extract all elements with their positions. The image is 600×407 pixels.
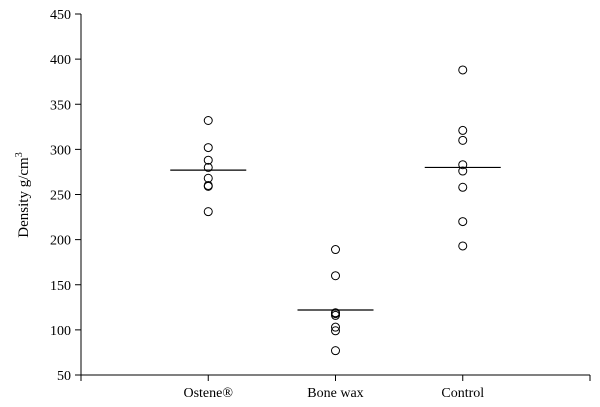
- data-point: [331, 322, 340, 332]
- data-point: [458, 135, 468, 145]
- mean-lines: [170, 166, 501, 311]
- x-axis-ticks: Ostene® Bone wax Control: [80, 375, 591, 401]
- y-tick-label: 400: [50, 53, 71, 68]
- y-tick-label: 100: [50, 324, 71, 339]
- data-point: [203, 181, 213, 191]
- data-point: [458, 65, 468, 75]
- y-tick-label: 350: [50, 98, 71, 113]
- data-point: [458, 125, 468, 135]
- x-tick-label: Ostene®: [183, 386, 233, 401]
- y-axis-ticks: 50 100 150 200 250 300 350 400 450: [50, 8, 81, 384]
- data-point: [331, 271, 340, 281]
- data-point: [331, 310, 340, 320]
- data-point: [203, 115, 213, 125]
- data-point: [458, 217, 468, 227]
- data-point: [203, 207, 213, 217]
- y-axis-title: Density g/cm3: [14, 152, 32, 237]
- x-tick-label: Bone wax: [307, 386, 363, 401]
- y-tick-label: 200: [50, 234, 71, 249]
- y-tick-label: 150: [50, 279, 71, 294]
- y-tick-label: 250: [50, 189, 71, 204]
- y-tick-label: 300: [50, 143, 71, 158]
- data-point: [331, 245, 340, 255]
- data-point: [203, 155, 213, 165]
- data-point: [331, 346, 340, 356]
- data-point: [458, 160, 468, 170]
- y-tick-label: 50: [57, 369, 71, 384]
- data-point: [203, 143, 213, 153]
- x-tick-label: Control: [441, 386, 484, 401]
- data-point: [458, 241, 468, 251]
- data-point: [331, 326, 340, 336]
- plot-frame: [80, 14, 590, 376]
- data-points: [203, 65, 468, 356]
- data-point: [458, 182, 468, 192]
- data-point: [203, 162, 213, 172]
- y-tick-label: 450: [50, 8, 71, 23]
